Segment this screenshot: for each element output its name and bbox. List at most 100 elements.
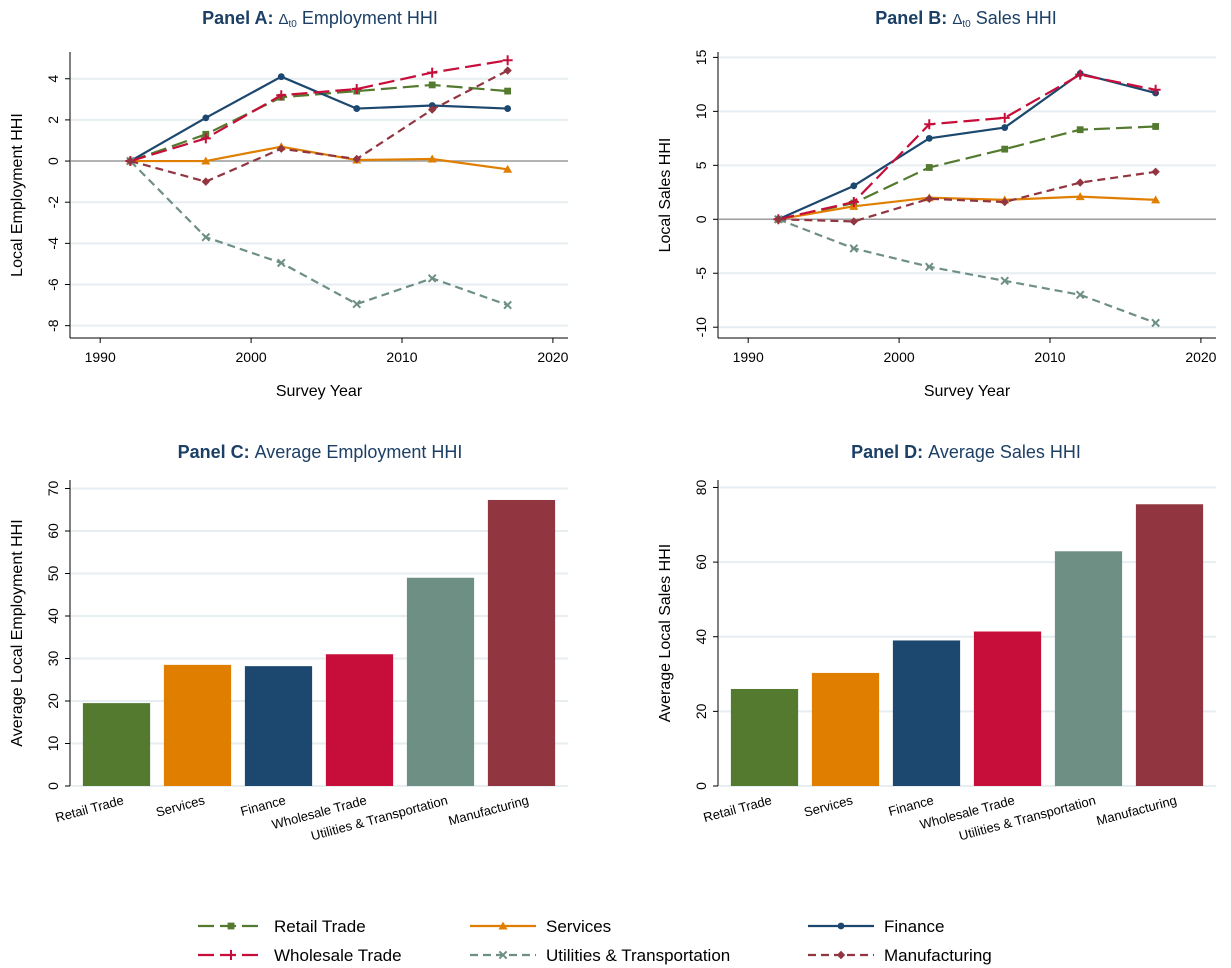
data-point: [924, 262, 934, 272]
data-point: [502, 55, 513, 66]
legend-label: Services: [546, 917, 611, 936]
y-tick-label: 0: [693, 782, 709, 790]
series-line: [129, 83, 508, 163]
y-tick-label: 2: [45, 116, 61, 124]
x-tick-label: Utilities & Transportation: [309, 792, 449, 843]
data-point: [504, 87, 512, 95]
data-point: [1151, 318, 1160, 328]
y-tick-label: -4: [45, 237, 61, 250]
y-axis-label: Local Sales HHI: [657, 138, 674, 253]
data-point: [427, 274, 437, 283]
y-tick-label: 15: [693, 49, 709, 65]
legend-marker: [836, 950, 846, 960]
panel-d: Panel D: Average Sales HHI 0 20 40 60 80 Avera…: [657, 442, 1216, 843]
series-manufacturing: [126, 66, 512, 186]
series-line: [778, 195, 1156, 221]
x-tick-label: Services: [802, 792, 855, 820]
y-tick-label: -2: [45, 196, 61, 209]
x-axis-label: Survey Year: [276, 383, 363, 400]
data-point: [352, 154, 361, 164]
data-point: [1001, 124, 1009, 131]
data-point: [925, 194, 934, 203]
x-tick-label: 2010: [386, 349, 417, 365]
series-line: [130, 69, 509, 183]
series-manufacturing: [774, 167, 1160, 226]
data-point: [848, 197, 859, 208]
y-tick-label: 60: [693, 554, 709, 570]
panel-b: Panel B: Δt0 Sales HHI -10 -5 0 5 10 15 Local S…: [657, 8, 1217, 400]
data-point: [1075, 178, 1085, 187]
y-tick-label: 70: [45, 481, 61, 497]
x-tick-label: 1990: [733, 349, 764, 365]
bar-manufacturing: [487, 499, 556, 786]
data-point: [1075, 192, 1085, 201]
bar-finance: [892, 640, 961, 786]
panel-title: Panel D: Average Sales HHI: [851, 442, 1081, 462]
x-axis-label: Survey Year: [924, 383, 1011, 400]
data-point: [1076, 126, 1084, 134]
data-point: [774, 215, 783, 224]
y-tick-label: 0: [45, 782, 61, 790]
data-point: [924, 119, 935, 130]
legend-marker: [227, 922, 235, 930]
legend-item-finance: Finance: [808, 917, 944, 936]
x-tick-label: Manufacturing: [447, 792, 530, 828]
y-tick-label: 60: [45, 523, 61, 539]
y-tick-label: 30: [45, 651, 61, 667]
panel-a: Panel A: Δt0 Employment HHI -8 -6 -4 -2 0 2 4 Lo…: [9, 8, 569, 400]
data-point: [925, 164, 933, 171]
data-point: [999, 112, 1010, 123]
legend-item-wholesale: Wholesale Trade: [198, 946, 402, 965]
data-point: [503, 164, 513, 173]
series-wholesale: [773, 69, 1161, 225]
legend-marker: [498, 921, 508, 930]
data-point: [1150, 84, 1161, 95]
legend-marker: [837, 922, 845, 930]
data-point: [503, 300, 512, 310]
y-axis-label: Average Local Sales HHI: [657, 544, 674, 722]
x-tick-label: Retail Trade: [54, 792, 126, 825]
series-line: [129, 160, 509, 307]
data-point: [849, 244, 859, 253]
y-tick-label: 10: [45, 736, 61, 752]
y-tick-label: -6: [45, 278, 61, 291]
series-line: [130, 145, 508, 171]
y-tick-label: 40: [45, 608, 61, 624]
y-tick-label: 5: [693, 161, 709, 169]
x-tick-label: 1990: [85, 349, 116, 365]
data-point: [276, 90, 287, 101]
x-tick-label: 2020: [1185, 349, 1216, 365]
series-line: [129, 75, 508, 163]
bar-services: [163, 664, 232, 786]
legend-label: Wholesale Trade: [274, 946, 402, 965]
x-tick-label: 2010: [1034, 349, 1065, 365]
y-tick-label: 0: [45, 157, 61, 165]
data-point: [277, 144, 286, 153]
data-point: [849, 217, 859, 226]
series-line: [778, 125, 1156, 221]
data-point: [1075, 290, 1085, 300]
bar-utilities: [406, 577, 475, 786]
y-tick-label: -10: [693, 317, 709, 337]
series-line: [777, 218, 1157, 324]
y-tick-label: 80: [693, 479, 709, 495]
bar-services: [811, 672, 880, 786]
legend: Retail Trade Services Finance Wholesale Tra…: [198, 917, 992, 965]
data-point: [427, 154, 437, 163]
y-tick-label: 10: [693, 103, 709, 119]
data-point: [1152, 123, 1160, 130]
y-tick-label: -8: [45, 319, 61, 332]
series-line: [130, 59, 508, 163]
legend-marker: [226, 950, 236, 960]
panel-title: Panel B: Δt0 Sales HHI: [875, 8, 1056, 30]
x-tick-label: Retail Trade: [702, 792, 774, 825]
data-point: [202, 114, 210, 122]
legend-label: Utilities & Transportation: [546, 946, 730, 965]
bar-retail: [730, 688, 799, 786]
x-tick-label: 2000: [884, 349, 915, 365]
y-axis-label: Local Employment HHI: [9, 113, 26, 277]
legend-label: Finance: [884, 917, 944, 936]
bar-finance: [244, 666, 313, 786]
data-point: [1151, 167, 1160, 176]
